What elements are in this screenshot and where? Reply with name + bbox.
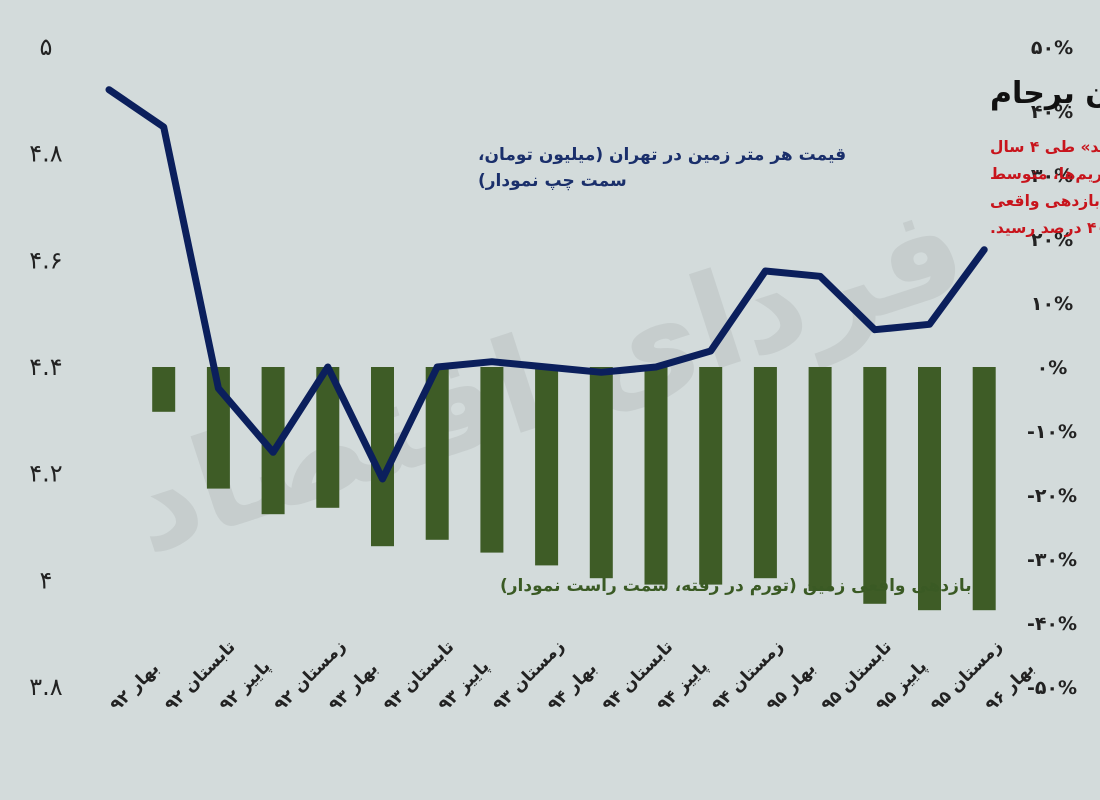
right-tick-label: -۵۰% <box>1027 677 1077 699</box>
right-tick-label: -۲۰% <box>1027 485 1077 507</box>
right-tick-label: ۱۰% <box>1031 293 1073 315</box>
bar <box>261 367 285 515</box>
bar <box>699 367 723 585</box>
bar-legend-label: بازدهی واقعی زمین (تورم در رفته، سمت راس… <box>500 576 972 596</box>
bar <box>863 367 887 604</box>
bar <box>753 367 777 579</box>
left-tick-label: ۴.۸ <box>29 140 63 168</box>
bar <box>371 367 394 547</box>
right-tick-label: ۳۰% <box>1031 165 1073 187</box>
bar <box>535 367 559 566</box>
left-tick-label: ۳.۸ <box>29 673 63 701</box>
left-tick-label: ۴.۶ <box>29 246 62 274</box>
right-tick-label: -۴۰% <box>1027 613 1077 635</box>
chart-title: افت قیمت زمین در دوران برجام <box>990 76 1100 111</box>
bar <box>152 367 176 412</box>
bar <box>425 367 449 540</box>
bar <box>644 367 668 585</box>
right-tick-label: ۲۰% <box>1031 229 1073 251</box>
annotation-line-3: قیمت زمین در تهران با افت ۶ درصدی مواجه … <box>990 192 1100 210</box>
bar <box>480 367 504 553</box>
bar <box>808 367 832 591</box>
right-tick-label: -۳۰% <box>1027 549 1077 571</box>
bar-series <box>152 367 996 611</box>
right-tick-label: ۵۰% <box>1031 37 1073 59</box>
right-tick-label: ۰% <box>1037 357 1068 379</box>
left-tick-label: ۴.۴ <box>29 353 62 381</box>
left-tick-label: ۴.۲ <box>29 460 62 488</box>
bar <box>918 367 941 611</box>
left-tick-label: ۴ <box>40 566 53 594</box>
line-legend-label-1: قیمت هر متر زمین در تهران (میلیون تومان، <box>478 145 846 165</box>
annotation-line-2: بهار ۹۲ تا بهار ۹۶ با کنترل انتظارات تور… <box>990 165 1100 183</box>
bar <box>316 367 340 508</box>
annotation: برخلاف باور عمومی که «زمین هیچوقت زمینت … <box>990 138 1100 237</box>
annotation-line-4: زمین نیز در این دوره ۴ ساله به منفی ۴۰ د… <box>990 219 1100 237</box>
left-tick-label: ۵ <box>40 33 53 61</box>
right-axis: ۵۰% ۴۰% ۳۰% ۲۰% ۱۰% ۰% -۱۰% -۲۰% -۳۰% -۴۰% -۵۰% <box>1027 37 1077 699</box>
bar <box>589 367 613 579</box>
price-line <box>105 86 988 483</box>
line-series <box>105 86 988 483</box>
left-axis: ۵ ۴.۸ ۴.۶ ۴.۴ ۴.۲ ۴ ۳.۸ <box>29 33 63 701</box>
line-legend-label-2: سمت چپ نمودار) <box>478 171 627 191</box>
annotation-line-1: برخلاف باور عمومی که «زمین هیچوقت زمینت … <box>990 138 1100 157</box>
right-tick-label: ۴۰% <box>1031 101 1073 123</box>
bar <box>972 367 996 611</box>
right-tick-label: -۱۰% <box>1027 421 1077 443</box>
